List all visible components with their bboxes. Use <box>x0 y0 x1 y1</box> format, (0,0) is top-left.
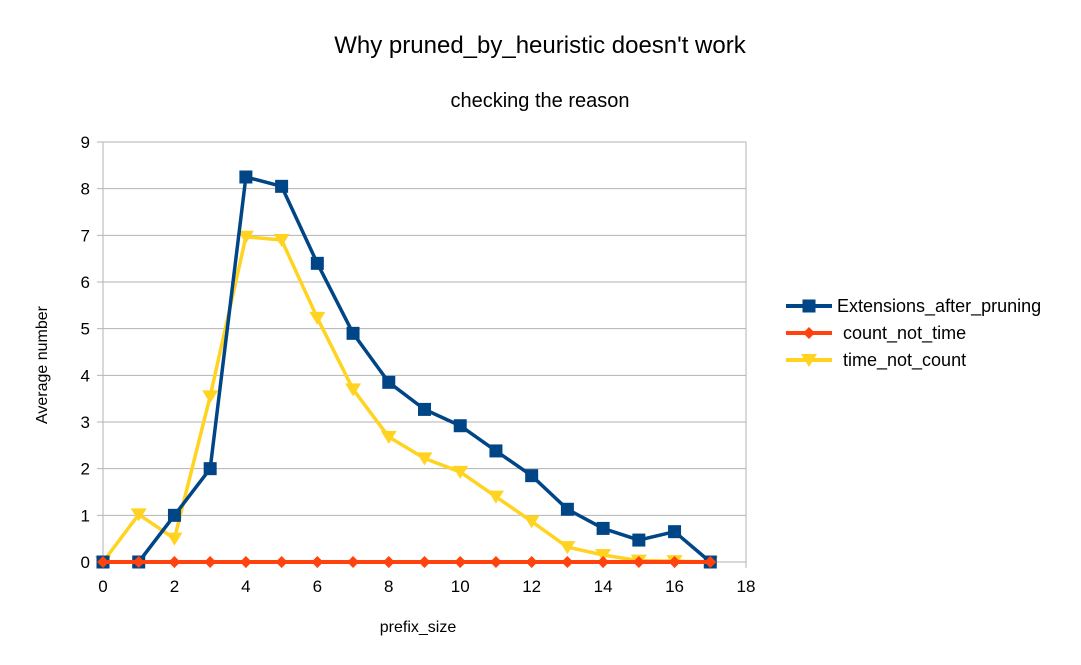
y-tick-label: 7 <box>81 226 90 245</box>
legend-label: time_not_count <box>843 350 966 371</box>
series-Extensions_after_pruning <box>96 170 717 569</box>
series-count_not_time <box>97 556 717 568</box>
data-point <box>204 556 217 568</box>
x-tick-label: 0 <box>98 577 107 596</box>
x-tick-label: 18 <box>737 577 756 596</box>
data-point <box>559 541 576 555</box>
chart-title: Why pruned_by_heuristic doesn't work <box>334 32 746 59</box>
legend-item: Extensions_after_pruning <box>786 296 1041 317</box>
legend-label: Extensions_after_pruning <box>837 296 1041 317</box>
data-point <box>489 556 502 568</box>
data-point <box>310 256 324 270</box>
data-point <box>596 521 610 535</box>
data-point <box>668 556 681 568</box>
data-point <box>347 556 360 568</box>
data-point <box>239 170 253 184</box>
plot-area-border <box>102 141 747 563</box>
legend: Extensions_after_pruning count_not_timeti… <box>786 296 1041 371</box>
legend-marker <box>802 299 816 313</box>
data-point <box>416 452 433 466</box>
data-point <box>273 234 290 247</box>
legend-marker <box>801 354 817 367</box>
data-point <box>704 556 717 568</box>
x-tick-label: 4 <box>241 577 250 596</box>
data-point <box>595 549 612 562</box>
x-tick-label: 6 <box>313 577 322 596</box>
data-point <box>489 444 503 458</box>
data-point <box>525 469 539 483</box>
y-axis-ticks: 0 1 2 3 4 5 6 7 8 9 <box>81 133 103 572</box>
legend-item: count_not_time <box>786 323 966 344</box>
series-line <box>103 175 712 564</box>
legend-label: count_not_time <box>843 323 966 344</box>
data-point <box>382 556 395 568</box>
data-point <box>523 515 540 529</box>
data-point <box>418 556 431 568</box>
legend-item: time_not_count <box>786 350 966 371</box>
data-point <box>166 532 183 546</box>
data-point <box>632 556 645 568</box>
data-point <box>203 462 217 476</box>
x-axis-ticks: 0 2 4 6 8 10 12 14 16 18 <box>98 562 755 596</box>
data-point <box>487 490 504 504</box>
data-point <box>130 508 147 522</box>
data-point <box>452 465 469 479</box>
y-tick-label: 4 <box>81 366 90 385</box>
data-point <box>237 230 254 244</box>
y-tick-label: 6 <box>81 273 90 292</box>
y-axis-label: Average number <box>34 305 51 424</box>
data-point <box>97 556 109 568</box>
x-tick-label: 2 <box>170 577 179 596</box>
data-point <box>132 556 145 568</box>
data-point <box>560 502 574 516</box>
y-tick-label: 1 <box>81 506 90 525</box>
y-tick-label: 9 <box>81 133 90 152</box>
data-point <box>418 402 431 416</box>
data-point <box>345 383 362 397</box>
data-point <box>239 556 252 568</box>
data-point <box>561 556 574 568</box>
y-tick-label: 3 <box>81 413 90 432</box>
data-point <box>202 390 219 404</box>
y-tick-label: 5 <box>81 320 90 339</box>
series-line <box>101 234 711 564</box>
data-point <box>168 556 181 568</box>
data-point <box>597 556 610 568</box>
y-tick-label: 0 <box>81 553 90 572</box>
grid-lines <box>103 141 746 563</box>
data-point <box>668 525 682 539</box>
data-point <box>453 419 467 433</box>
legend-marker <box>803 327 815 339</box>
data-point <box>311 556 324 568</box>
series-layer <box>95 170 719 569</box>
y-tick-label: 2 <box>81 460 90 479</box>
y-tick-label: 8 <box>81 180 90 199</box>
data-point <box>382 375 396 389</box>
x-axis-label: prefix_size <box>380 619 457 636</box>
data-point <box>275 179 289 193</box>
data-point <box>380 430 397 444</box>
chart-subtitle: checking the reason <box>450 90 629 112</box>
series-time_not_count <box>95 230 719 569</box>
x-tick-label: 8 <box>384 577 393 596</box>
x-tick-label: 12 <box>522 577 541 596</box>
data-point <box>454 556 467 568</box>
x-tick-label: 14 <box>594 577 613 596</box>
data-point <box>632 533 646 547</box>
data-point <box>346 326 360 340</box>
data-point <box>525 556 538 568</box>
x-tick-label: 16 <box>665 577 684 596</box>
data-point <box>309 311 326 325</box>
data-point <box>167 508 181 522</box>
data-point <box>275 556 288 568</box>
x-tick-label: 10 <box>451 577 470 596</box>
